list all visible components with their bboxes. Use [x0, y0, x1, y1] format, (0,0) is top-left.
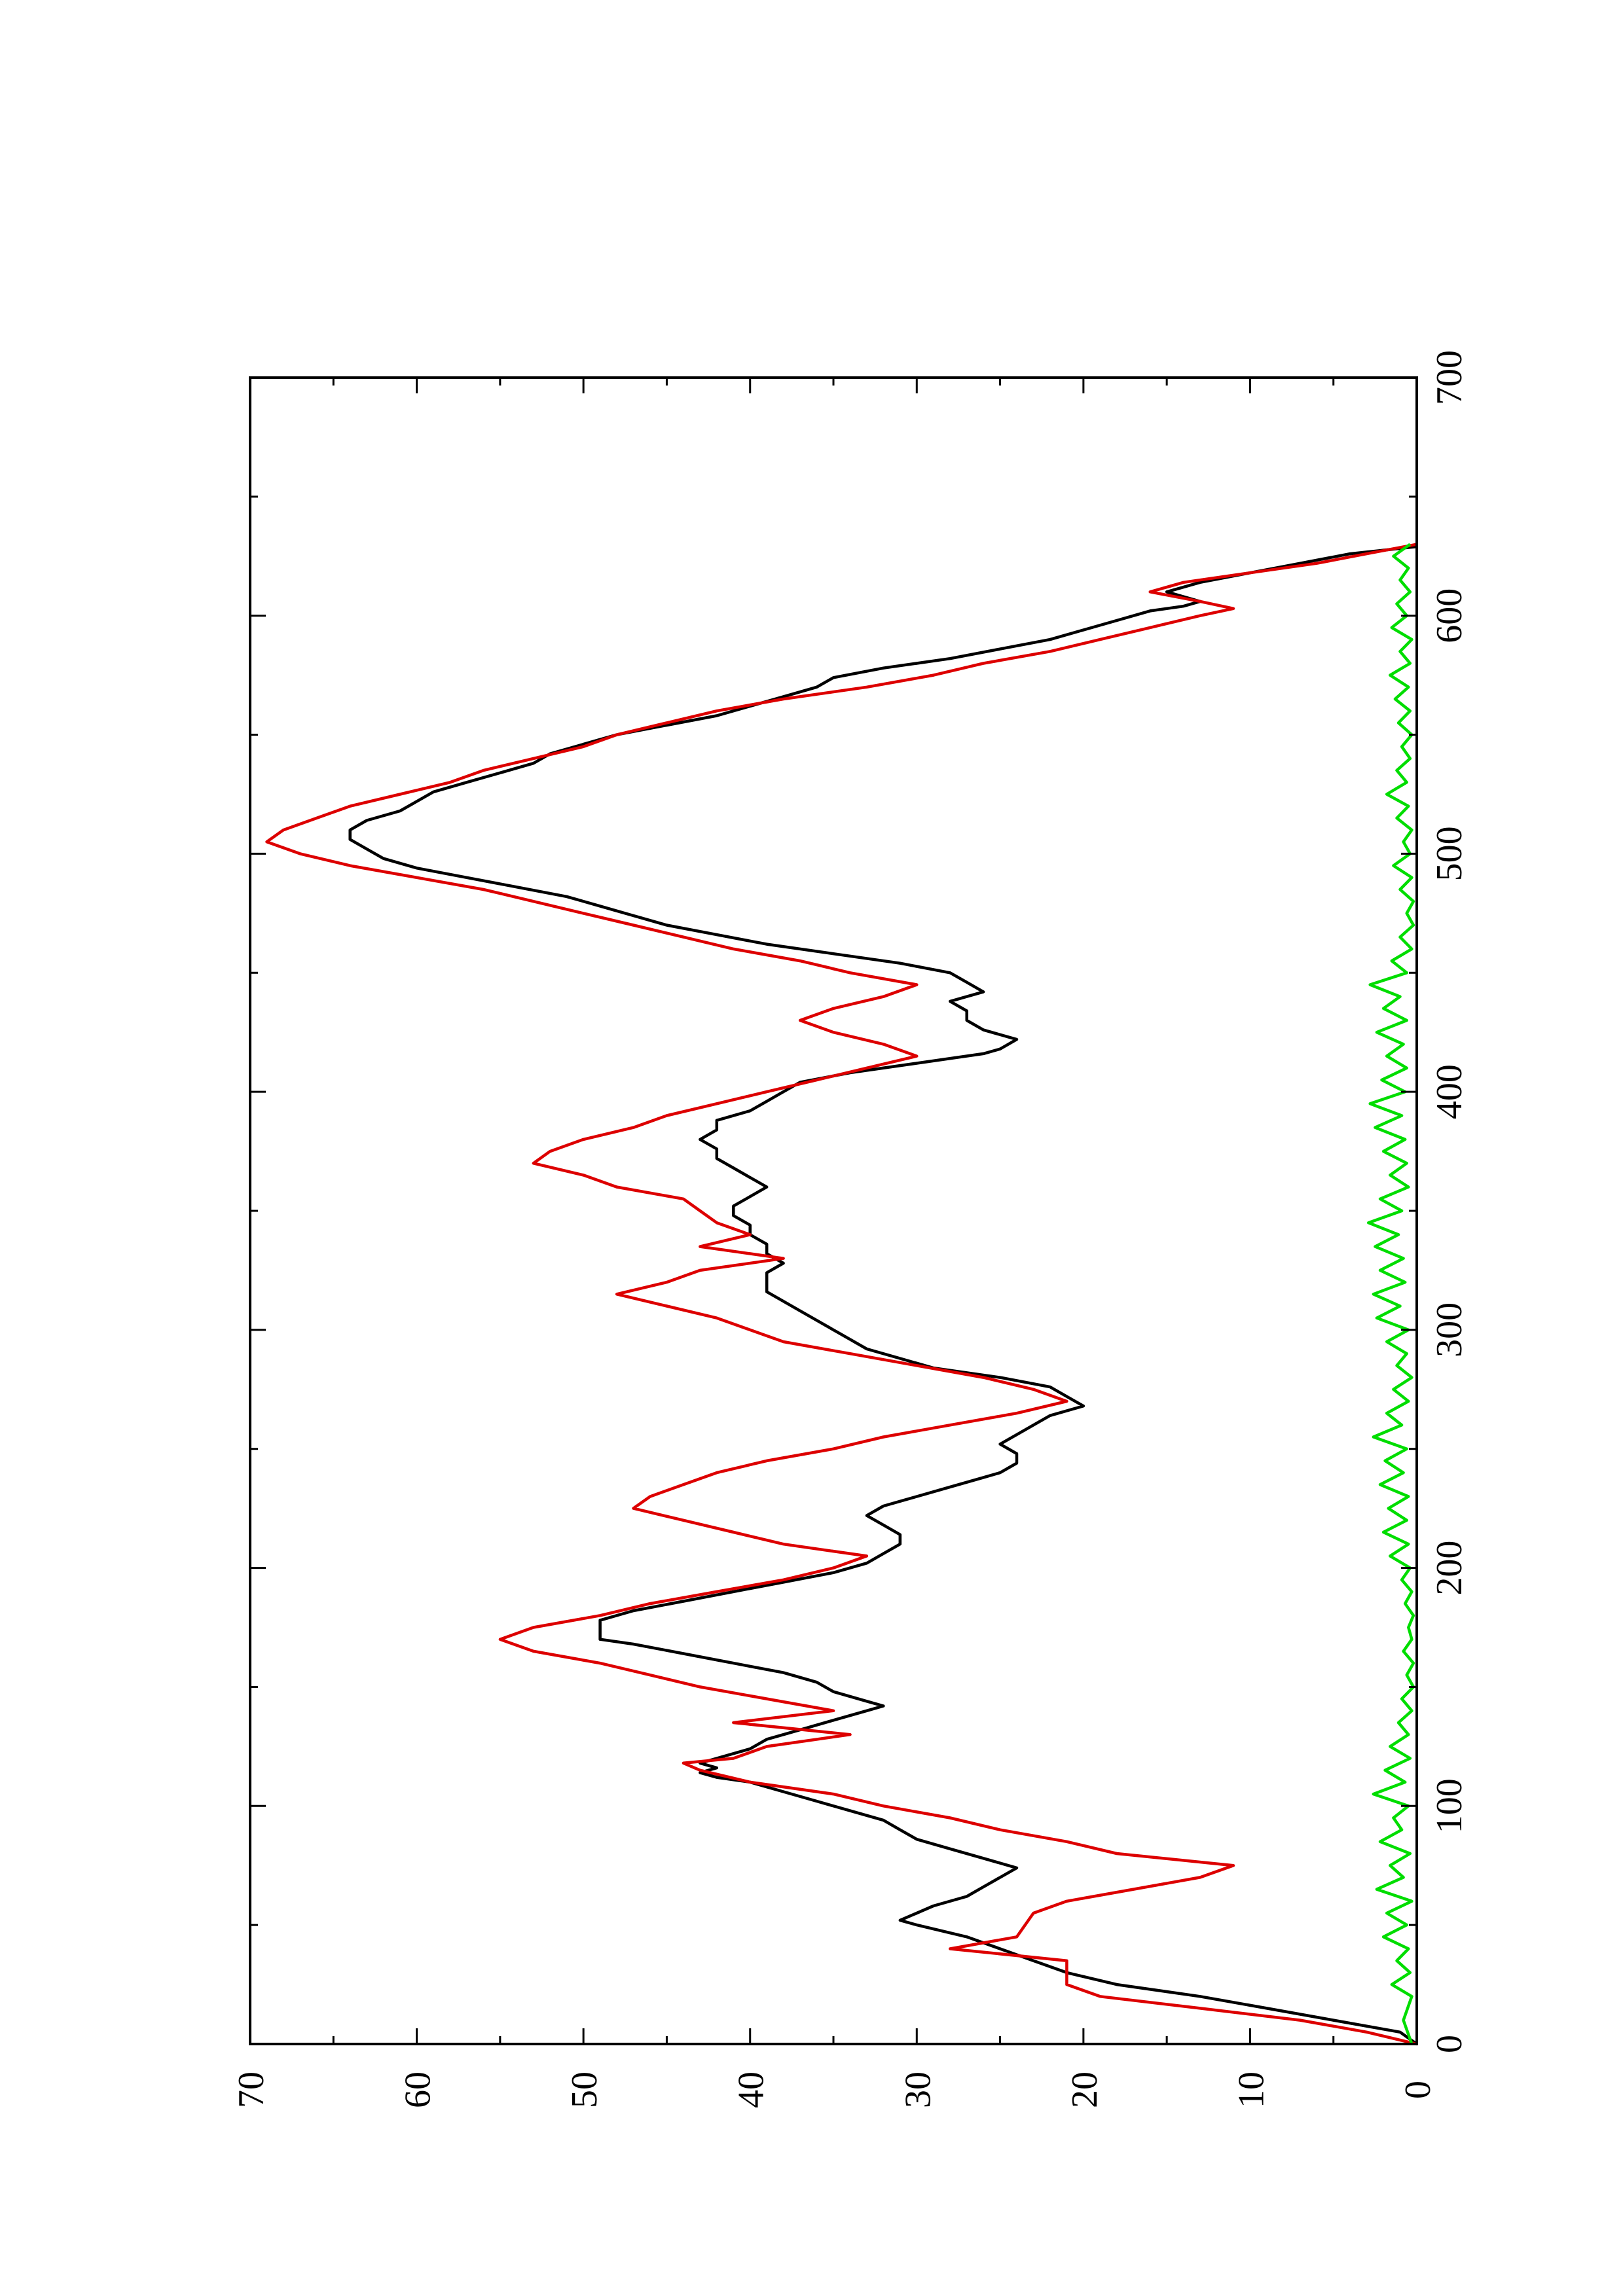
x-tick-label: 300 [1429, 1302, 1470, 1357]
series-line-2 [265, 543, 1417, 2046]
y-tick-label: 60 [398, 2072, 439, 2108]
x-tick-label: 600 [1429, 588, 1470, 643]
y-tick-label: 50 [564, 2072, 605, 2108]
x-tick-label: 0 [1429, 2035, 1470, 2053]
y-tick-label: 0 [1398, 2081, 1438, 2099]
y-tick-label: 10 [1231, 2072, 1271, 2108]
ticks-layer [249, 376, 1418, 2045]
series-line-1 [348, 545, 1418, 2045]
x-tick-label: 400 [1429, 1064, 1470, 1119]
x-tick-label: 100 [1429, 1778, 1470, 1833]
labels-layer: 0 100 200 300 400 500 600 700 0 10 20 30 40 50 60 70 [231, 350, 1470, 2108]
y-tick-label: 30 [898, 2072, 938, 2108]
series-line-3 [1366, 543, 1415, 2045]
x-tick-label: 200 [1429, 1541, 1470, 1596]
series-layer [265, 543, 1418, 2046]
y-tick-label: 40 [731, 2072, 772, 2108]
y-tick-label: 20 [1065, 2072, 1105, 2108]
x-tick-label: 700 [1429, 350, 1470, 405]
y-tick-label: 70 [231, 2072, 272, 2108]
x-tick-label: 500 [1429, 826, 1470, 881]
